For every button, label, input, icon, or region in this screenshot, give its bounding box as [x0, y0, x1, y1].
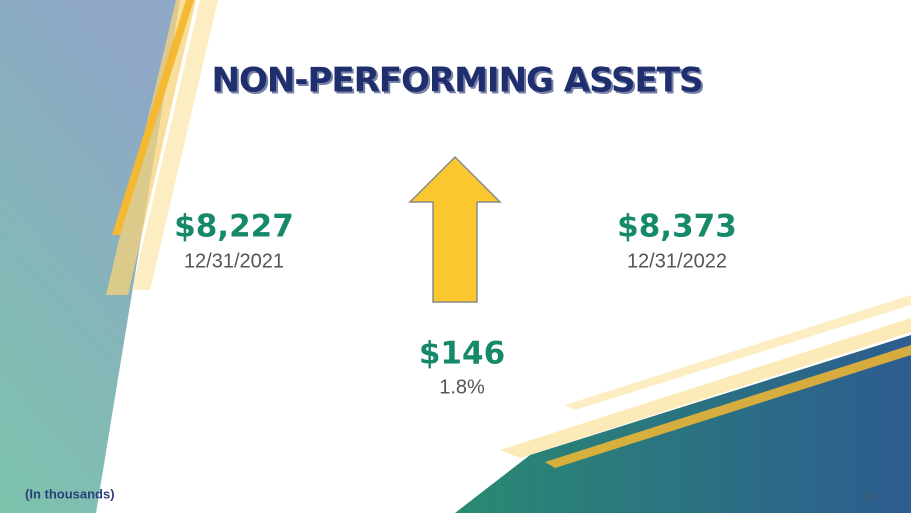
- slide-title: NON-PERFORMING ASSETS: [212, 61, 703, 101]
- stripe: [132, 0, 218, 290]
- stripe: [565, 295, 911, 410]
- left-value: $8,227: [174, 209, 294, 245]
- right-date: 12/31/2022: [627, 250, 727, 272]
- footnote: (In thousands): [25, 486, 115, 501]
- up-arrow: [408, 155, 502, 303]
- change-value: $146: [419, 336, 505, 372]
- title-shadow: NON-PERFORMING ASSETS: [214, 63, 705, 103]
- stripe: [545, 345, 911, 468]
- stripe: [106, 0, 196, 295]
- left-band: [0, 0, 180, 513]
- stripe: [112, 0, 194, 235]
- change-percent: 1.8%: [439, 376, 485, 398]
- right-value: $8,373: [617, 209, 737, 245]
- stripe: [500, 318, 911, 458]
- left-date: 12/31/2021: [184, 250, 284, 272]
- page-number: 29: [865, 491, 875, 501]
